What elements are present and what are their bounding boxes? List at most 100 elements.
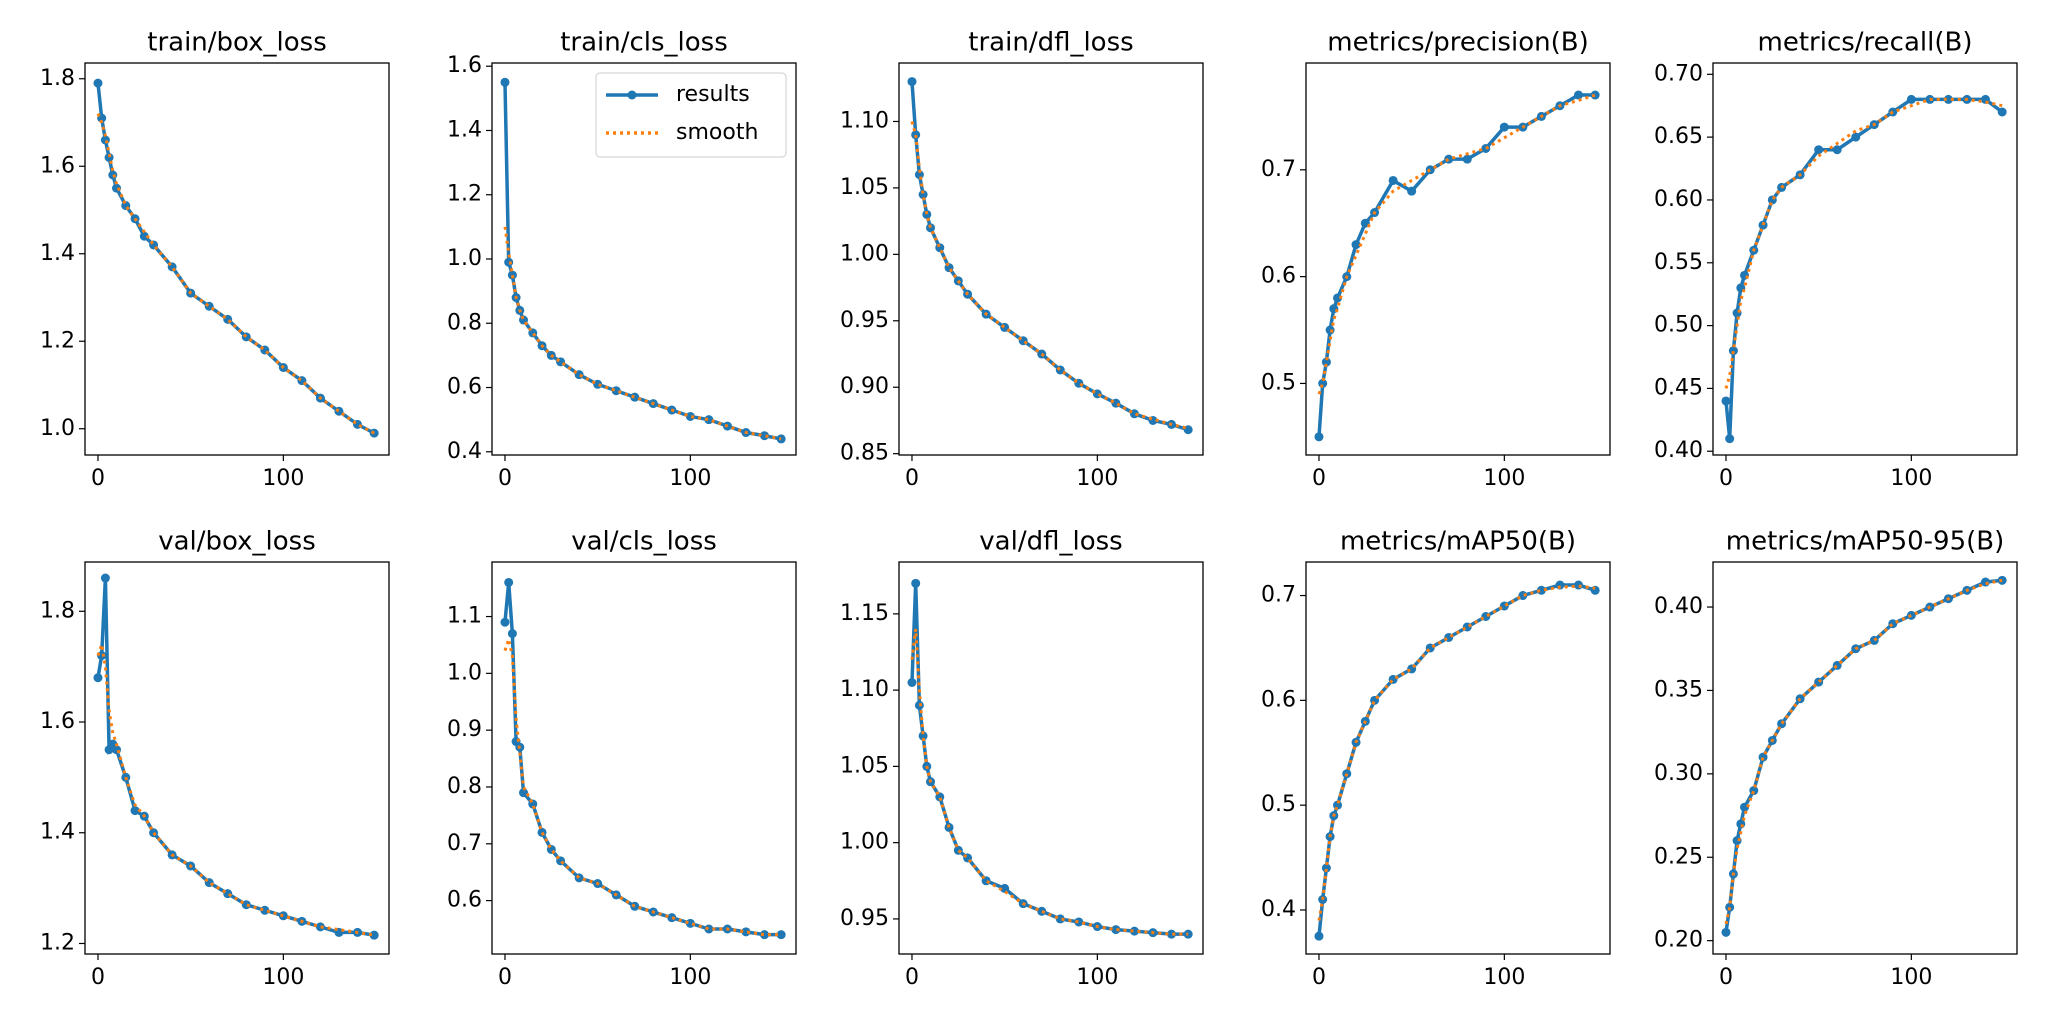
point — [1321, 863, 1331, 873]
point — [149, 828, 159, 838]
y-tick-label: 1.2 — [447, 182, 482, 207]
point — [1721, 396, 1731, 406]
plot-frame — [491, 561, 797, 955]
smooth-line — [910, 121, 1189, 430]
point — [918, 731, 928, 741]
y-tick-label: 0.6 — [447, 375, 482, 400]
results-line — [503, 582, 782, 937]
point — [100, 135, 110, 145]
y-tick-label: 1.0 — [40, 416, 75, 441]
point — [1129, 926, 1139, 936]
subplot-title: train/cls_loss — [560, 28, 728, 58]
point — [1814, 145, 1824, 155]
y-tick-label: 0.70 — [1654, 61, 1703, 86]
subplot-title: val/box_loss — [158, 527, 316, 557]
point — [260, 905, 270, 915]
subplot-title: metrics/mAP50(B) — [1340, 527, 1576, 557]
subplot-title: val/dfl_loss — [979, 527, 1122, 557]
plot-frame — [1712, 62, 2018, 456]
y-tick-label: 1.4 — [40, 241, 75, 266]
y-tick-label: 0.85 — [840, 441, 889, 466]
legend-label: results — [676, 82, 750, 107]
point — [500, 77, 510, 87]
y-tick-label: 0.7 — [1261, 583, 1296, 608]
point — [1906, 94, 1916, 104]
y-tick-label: 0.7 — [447, 831, 482, 856]
y-tick-label: 0.90 — [840, 374, 889, 399]
subplot-title: train/dfl_loss — [968, 28, 1133, 58]
y-tick-label: 0.55 — [1654, 250, 1703, 275]
point — [130, 806, 140, 816]
y-tick-label: 0.6 — [1261, 687, 1296, 712]
y-tick-label: 1.4 — [447, 117, 482, 142]
y-tick-label: 1.00 — [840, 830, 889, 855]
point — [93, 78, 103, 88]
x-tick-label: 100 — [669, 965, 711, 990]
smooth-line — [1317, 93, 1596, 395]
subplot-title: metrics/precision(B) — [1327, 28, 1588, 58]
point — [504, 257, 514, 267]
point — [104, 153, 114, 162]
x-tick-label: 0 — [905, 965, 919, 990]
x-tick-label: 100 — [262, 965, 304, 990]
subplot-title: val/cls_loss — [571, 527, 717, 557]
results-line — [910, 81, 1189, 432]
y-tick-label: 1.0 — [447, 660, 482, 685]
y-tick-label: 0.9 — [447, 717, 482, 742]
point — [1111, 925, 1121, 935]
point — [1725, 902, 1735, 912]
point — [1740, 802, 1750, 812]
point — [704, 415, 714, 425]
y-tick-label: 1.1 — [447, 604, 482, 629]
point — [776, 930, 786, 940]
point — [93, 673, 103, 683]
subplot: val/dfl_loss 0.95 1.00 1.05 1.10 1.15 0 100 — [840, 527, 1204, 990]
y-tick-label: 0.5 — [1261, 370, 1296, 395]
subplot: val/cls_loss 0.6 0.7 0.8 0.9 1.0 1.1 0 100 — [447, 527, 797, 990]
smooth-line — [910, 628, 1189, 936]
point — [953, 845, 963, 855]
x-tick-label: 0 — [498, 466, 512, 491]
results-line — [910, 583, 1189, 936]
x-tick-label: 0 — [1312, 965, 1326, 990]
smooth-line — [503, 226, 782, 441]
x-tick-label: 100 — [1483, 466, 1525, 491]
smooth-line — [1317, 584, 1596, 921]
y-tick-label: 1.6 — [40, 709, 75, 734]
plot-frame — [1712, 561, 2018, 955]
point — [574, 873, 584, 883]
y-tick-label: 0.5 — [1261, 792, 1296, 817]
y-tick-label: 1.8 — [40, 66, 75, 91]
y-tick-label: 0.40 — [1654, 594, 1703, 619]
y-tick-label: 0.7 — [1261, 157, 1296, 182]
point — [1888, 619, 1898, 629]
point — [926, 223, 936, 233]
y-tick-label: 0.4 — [1261, 897, 1296, 922]
point — [907, 77, 917, 87]
x-tick-label: 0 — [91, 466, 105, 491]
point — [1721, 927, 1731, 937]
point — [519, 788, 529, 798]
point — [1444, 154, 1454, 164]
x-tick-label: 100 — [1890, 965, 1932, 990]
y-tick-label: 0.25 — [1654, 844, 1703, 869]
y-tick-label: 1.10 — [840, 677, 889, 702]
point — [911, 130, 921, 140]
point — [1314, 931, 1324, 941]
point — [1518, 591, 1528, 601]
smooth-line — [503, 633, 782, 937]
subplot: metrics/recall(B) 0.40 0.45 0.50 0.55 0.60 0.6… — [1654, 28, 2018, 491]
y-tick-label: 0.95 — [840, 308, 889, 333]
subplot: metrics/mAP50(B) 0.4 0.5 0.6 0.7 0 100 — [1261, 527, 1611, 990]
y-tick-label: 1.05 — [840, 753, 889, 778]
x-tick-label: 100 — [1483, 965, 1525, 990]
point — [241, 900, 251, 910]
y-tick-label: 0.6 — [447, 888, 482, 913]
y-tick-label: 0.40 — [1654, 438, 1703, 463]
plot-frame — [898, 62, 1204, 456]
plot-frame — [1305, 62, 1611, 456]
y-tick-label: 0.8 — [447, 774, 482, 799]
plot-frame — [491, 62, 797, 456]
x-tick-label: 100 — [1076, 965, 1118, 990]
